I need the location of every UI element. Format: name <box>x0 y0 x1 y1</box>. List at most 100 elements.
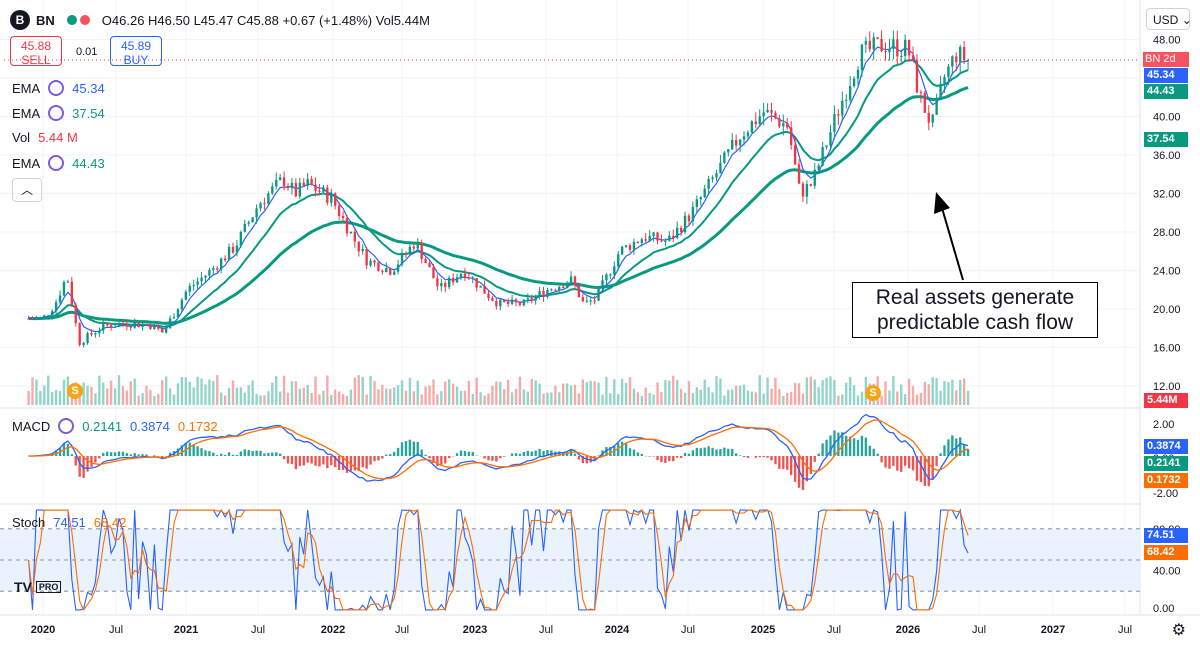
macd-hist-bar <box>436 456 439 467</box>
pro-badge: PRO <box>35 581 62 593</box>
volume-bar <box>825 377 828 405</box>
macd-hist-bar <box>129 454 132 456</box>
indicator-volume[interactable]: Vol 5.44 M <box>12 130 78 145</box>
macd-hist-bar <box>377 456 380 461</box>
candle-body <box>609 274 612 276</box>
macd-hist-bar <box>231 454 235 456</box>
gear-icon[interactable]: ⚙ <box>1171 622 1186 639</box>
volume-bar <box>593 381 596 405</box>
volume-bar <box>306 384 309 405</box>
volume-bar <box>424 386 427 405</box>
volume-bar <box>892 375 895 405</box>
refresh-icon[interactable] <box>48 155 65 171</box>
volume-bar <box>349 389 353 405</box>
volume-bar <box>530 378 533 405</box>
volume-bar <box>62 379 66 405</box>
candle-body <box>491 298 494 301</box>
candle-body <box>381 270 384 272</box>
candle-body <box>424 258 427 264</box>
volume-bar <box>644 387 647 405</box>
macd-hist-bar <box>239 451 243 456</box>
candle-body <box>797 164 801 184</box>
macd-hist-bar <box>530 451 533 456</box>
candle-body <box>54 302 58 312</box>
candle-body <box>742 136 746 140</box>
candle-body <box>876 37 879 40</box>
sell-button[interactable]: 45.88 SELL <box>10 36 62 67</box>
candle-body <box>825 145 828 148</box>
macd-line <box>28 413 969 482</box>
volume-bar <box>797 383 801 405</box>
macd-hist-bar <box>624 443 628 456</box>
tradingview-logo[interactable]: TV PRO <box>14 579 62 595</box>
dividend-badge-icon[interactable]: S <box>865 385 881 401</box>
refresh-icon[interactable] <box>58 418 75 434</box>
candle-body <box>573 276 577 286</box>
candle-body <box>255 208 258 218</box>
candle-body <box>715 173 718 178</box>
macd-hist-bar <box>723 447 726 456</box>
macd-hist-bar <box>334 456 337 468</box>
candle-body <box>121 323 125 325</box>
volume-bar <box>106 388 109 405</box>
candle-body <box>499 299 502 307</box>
macd-hist-bar <box>341 456 345 470</box>
time-tick-label: 2027 <box>1041 624 1065 636</box>
candle-body <box>471 278 474 280</box>
candle-body <box>113 326 117 328</box>
volume-bar <box>597 382 600 405</box>
macd-hist-bar <box>943 445 946 456</box>
candle-body <box>440 283 443 287</box>
candle-body <box>868 40 871 50</box>
volume-bar <box>212 380 215 405</box>
volume-bar <box>550 392 553 405</box>
volume-bar <box>695 387 699 405</box>
macd-hist-bar <box>216 455 219 456</box>
candle-body <box>935 98 938 115</box>
dividend-badge-icon[interactable]: S <box>67 383 83 399</box>
indicator-ema-slow[interactable]: EMA 37.54 <box>12 105 105 121</box>
macd-hist-bar <box>793 456 797 482</box>
indicator-ema-mid[interactable]: EMA 44.43 <box>12 155 105 171</box>
volume-bar <box>373 381 376 405</box>
candle-body <box>931 114 934 123</box>
annotation-box[interactable]: Real assets generate predictable cash fl… <box>852 282 1098 338</box>
volume-bar <box>699 389 702 405</box>
macd-hist-bar <box>727 448 730 456</box>
macd-legend[interactable]: MACD 0.2141 0.3874 0.1732 <box>12 418 218 434</box>
volume-bar <box>141 392 144 405</box>
price-tick-label: 36.00 <box>1153 150 1181 162</box>
macd-hist-bar <box>420 449 423 456</box>
symbol-name[interactable]: BN <box>36 12 55 28</box>
currency-select[interactable]: USD ⌄ <box>1146 8 1192 30</box>
candle-body <box>455 277 459 283</box>
stoch-legend[interactable]: Stoch 74.51 68.42 <box>12 515 126 530</box>
macd-hist-value: 0.2141 <box>82 418 123 434</box>
candle-body <box>475 278 478 288</box>
macd-hist-bar <box>298 456 301 466</box>
candle-body <box>361 248 364 252</box>
buy-button[interactable]: 45.89 BUY <box>110 36 162 67</box>
collapse-legend-button[interactable]: ︿ <box>12 178 42 202</box>
macd-hist-bar <box>164 456 168 457</box>
macd-hist-bar <box>514 453 518 456</box>
macd-hist-bar <box>428 456 431 459</box>
macd-hist-bar <box>381 456 384 459</box>
indicator-ema-fast[interactable]: EMA 45.34 <box>12 80 105 96</box>
volume-bar <box>782 395 785 405</box>
refresh-icon[interactable] <box>48 105 65 121</box>
candle-body <box>357 241 360 252</box>
candle-body <box>738 139 742 146</box>
volume-bar <box>432 379 435 405</box>
volume-bar <box>896 391 899 405</box>
macd-hist-bar <box>204 450 207 456</box>
volume-bar <box>770 388 773 405</box>
refresh-icon[interactable] <box>48 80 65 96</box>
chart-header: B BN O46.26 H46.50 L45.47 C45.88 +0.67 (… <box>10 10 430 30</box>
macd-hist-bar <box>640 453 643 456</box>
macd-hist-bar <box>676 456 679 458</box>
volume-bar <box>703 379 706 405</box>
volume-bar <box>581 379 585 405</box>
macd-hist-bar <box>758 456 761 458</box>
